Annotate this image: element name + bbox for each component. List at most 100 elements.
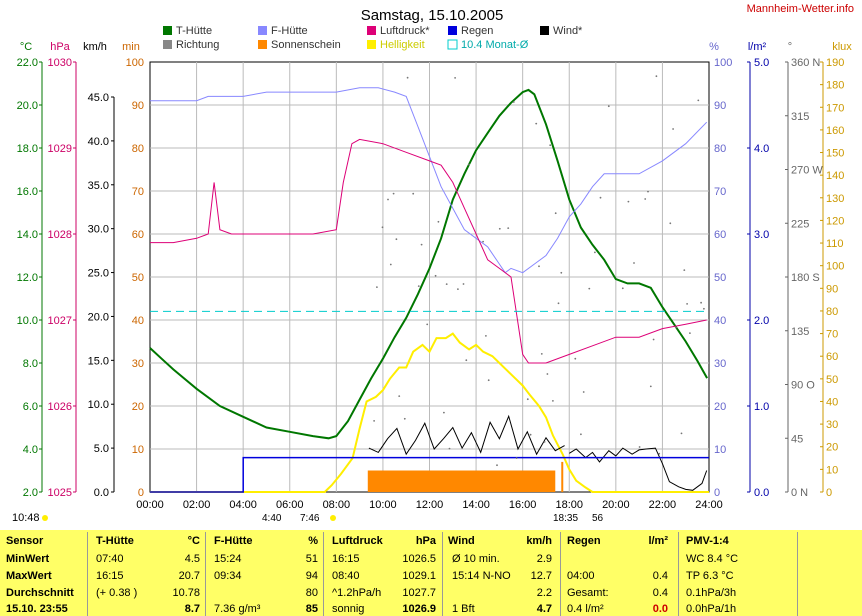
legend-swatch [258, 26, 267, 35]
legend-swatch [447, 39, 458, 50]
axis-tick-minutes: 70 [132, 186, 144, 198]
direction-dot [487, 379, 490, 382]
direction-dot [557, 302, 560, 305]
table-cell: Ø 10 min. [452, 553, 500, 565]
direction-dot [549, 144, 552, 147]
direction-dot [482, 240, 484, 243]
direction-dot [560, 271, 563, 274]
axis-tick-direction: 45 [791, 433, 803, 445]
axis-tick-pressure: 1028 [48, 229, 72, 241]
table-cell: hPa [415, 535, 436, 547]
axis-tick-humidity: 30 [714, 358, 726, 370]
sunrise-icon [330, 515, 336, 521]
legend-label: 10.4 Monat-Ø [461, 39, 529, 51]
legend-swatch [367, 40, 376, 49]
direction-dot [448, 447, 451, 450]
direction-dot [649, 385, 652, 388]
legend-label: Helligkeit [380, 39, 425, 51]
legend-swatch [448, 26, 457, 35]
direction-dot [644, 198, 647, 200]
legend-label: F-Hütte [271, 25, 308, 37]
legend-label: T-Hütte [176, 25, 212, 37]
chart-title: Samstag, 15.10.2005 [361, 7, 504, 24]
axis-tick-minutes: 50 [132, 272, 144, 284]
table-cell: 1029.1 [402, 570, 436, 582]
table-cell: 2.9 [536, 553, 552, 565]
table-cell: WC 8.4 °C [686, 553, 739, 565]
table-cell: 85 [305, 603, 318, 615]
axis-unit-pressure: hPa [50, 41, 70, 53]
table-cell: 0.1hPa/3h [686, 587, 737, 599]
table-cell: 4.7 [536, 603, 552, 615]
table-cell: 0.0hPa/1h [686, 603, 737, 615]
table-cell: 8.7 [184, 603, 200, 615]
direction-dot [434, 274, 437, 277]
site-label[interactable]: Mannheim-Wetter.info [747, 3, 854, 15]
chart-axes: °C 22.0 20.0 18.0 16.0 14.0 12.0 10.0 8.0 6.0 4.0 2… [17, 41, 853, 499]
direction-dot [680, 432, 683, 435]
direction-dot [398, 395, 401, 397]
sun-markers: 10:48 4:40 7:46 18:35 56 [12, 512, 604, 524]
table-cell: 0.4 [652, 587, 668, 599]
axis-tick-wind: 0.0 [94, 487, 109, 499]
summary-table: Sensor T-Hütte °C F-Hütte% Luftdruck hPa Wind k… [0, 530, 862, 616]
chart-legend: T-Hütte Richtung F-Hütte Sonnenschein Luftdr… [163, 25, 583, 51]
direction-dot [675, 326, 677, 329]
axis-tick-temp: 22.0 [17, 57, 38, 69]
table-cell: 09:34 [214, 570, 242, 582]
axis-tick-direction: 90 O [791, 380, 815, 392]
axis-tick-minutes: 30 [132, 358, 144, 370]
direction-dot [417, 285, 420, 287]
axis-tick-lux: 40 [826, 396, 838, 408]
axis-tick-minutes: 40 [132, 315, 144, 327]
axis-tick-minutes: 20 [132, 401, 144, 413]
direction-dot [529, 433, 532, 436]
axis-tick-direction: 360 N [791, 57, 820, 69]
table-cell: Sensor [6, 535, 44, 547]
axis-tick-humidity: 90 [714, 100, 726, 112]
table-cell: 15:14 N-NO [452, 570, 511, 582]
time-tick: 18:00 [555, 499, 583, 511]
direction-dot [672, 128, 674, 130]
axis-tick-humidity: 100 [714, 57, 732, 69]
direction-dot [406, 76, 409, 79]
time-tick: 04:00 [229, 499, 257, 511]
table-cell: % [308, 535, 318, 547]
table-cell: MinWert [6, 553, 50, 565]
table-cell: 07:40 [96, 553, 124, 565]
axis-tick-temp: 16.0 [17, 186, 38, 198]
direction-dot [437, 220, 440, 223]
col-divider [560, 532, 561, 616]
direction-dot [515, 457, 518, 459]
axis-tick-lux: 70 [826, 329, 838, 341]
series-line-wind [569, 447, 708, 491]
direction-dot [638, 446, 641, 448]
axis-tick-wind: 40.0 [88, 136, 109, 148]
legend-swatch [258, 40, 267, 49]
series-line-wind-day [368, 414, 565, 456]
direction-dot [543, 441, 546, 443]
axis-tick-temp: 8.0 [23, 358, 38, 370]
axis-tick-direction: 0 N [791, 487, 808, 499]
axis-tick-minutes: 100 [126, 57, 144, 69]
legend-label: Sonnenschein [271, 39, 341, 51]
table-cell: 0.4 [652, 570, 668, 582]
time-axis: 00:00 02:00 04:00 06:00 08:00 10:00 12:00 14:00… [136, 499, 723, 511]
table-cell: 10.78 [172, 587, 200, 599]
axis-unit-temp: °C [20, 41, 32, 53]
axis-tick-pressure: 1026 [48, 401, 72, 413]
table-cell: km/h [526, 535, 552, 547]
axis-tick-lux: 170 [826, 102, 844, 114]
axis-tick-lux: 50 [826, 374, 838, 386]
axis-tick-minutes: 0 [138, 487, 144, 499]
time-tick: 16:00 [509, 499, 537, 511]
axis-tick-lux: 100 [826, 261, 844, 273]
table-cell: 16:15 [332, 553, 360, 565]
direction-dot [412, 192, 415, 195]
axis-tick-temp: 2.0 [23, 487, 38, 499]
series-line-humidity [150, 87, 708, 274]
direction-dot [574, 357, 577, 360]
table-cell: °C [187, 535, 200, 547]
direction-dot [599, 196, 602, 199]
axis-tick-humidity: 20 [714, 401, 726, 413]
